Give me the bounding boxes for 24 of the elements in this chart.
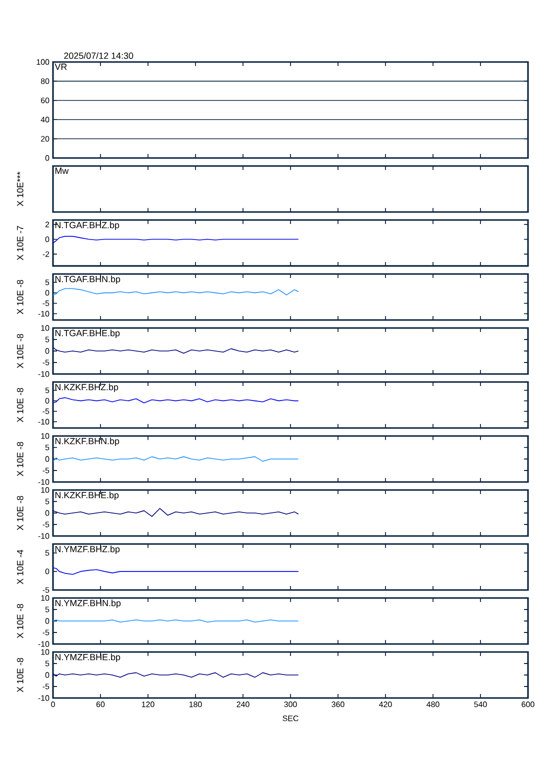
chart-title: N.KZKF.BHZ.bp bbox=[55, 384, 118, 392]
line-series bbox=[53, 288, 299, 296]
text: Mw bbox=[55, 168, 69, 174]
chart-title: N.YMZF.BHZ.bp bbox=[55, 546, 120, 554]
y-axis-title: X 10E -4 bbox=[16, 550, 24, 584]
y-axis-title: X 10E -7 bbox=[16, 226, 24, 260]
y-axis-title: X 10E -8 bbox=[16, 496, 24, 530]
chart-title: N.TGAF.BHN.bp bbox=[55, 276, 120, 284]
chart-title: N.YMZF.BHE.bp bbox=[55, 654, 120, 662]
line-series bbox=[53, 508, 299, 517]
text: 2025/07/12 14:30 bbox=[64, 52, 134, 59]
chart-title: N.KZKF.BHN.bp bbox=[55, 438, 120, 446]
chart-title: N.KZKF.BHE.bp bbox=[55, 492, 119, 500]
y-axis-title: X 10E -8 bbox=[16, 604, 24, 638]
y-axis-title: X 10E -8 bbox=[16, 442, 24, 476]
chart-title: N.YMZF.BHN.bp bbox=[55, 600, 121, 608]
chart-title: VR bbox=[54, 64, 67, 70]
chart-title: N.TGAF.BHE.bp bbox=[55, 330, 120, 338]
y-axis-title: X 10E -8 bbox=[16, 388, 24, 422]
y-axis-title: X 10E -8 bbox=[16, 280, 24, 314]
text: X 10E*** bbox=[16, 172, 24, 206]
chart-title: N.TGAF.BHZ.bp bbox=[55, 222, 120, 230]
y-axis-title: X 10E -8 bbox=[16, 334, 24, 368]
y-axis-title: X 10E -8 bbox=[16, 658, 24, 692]
